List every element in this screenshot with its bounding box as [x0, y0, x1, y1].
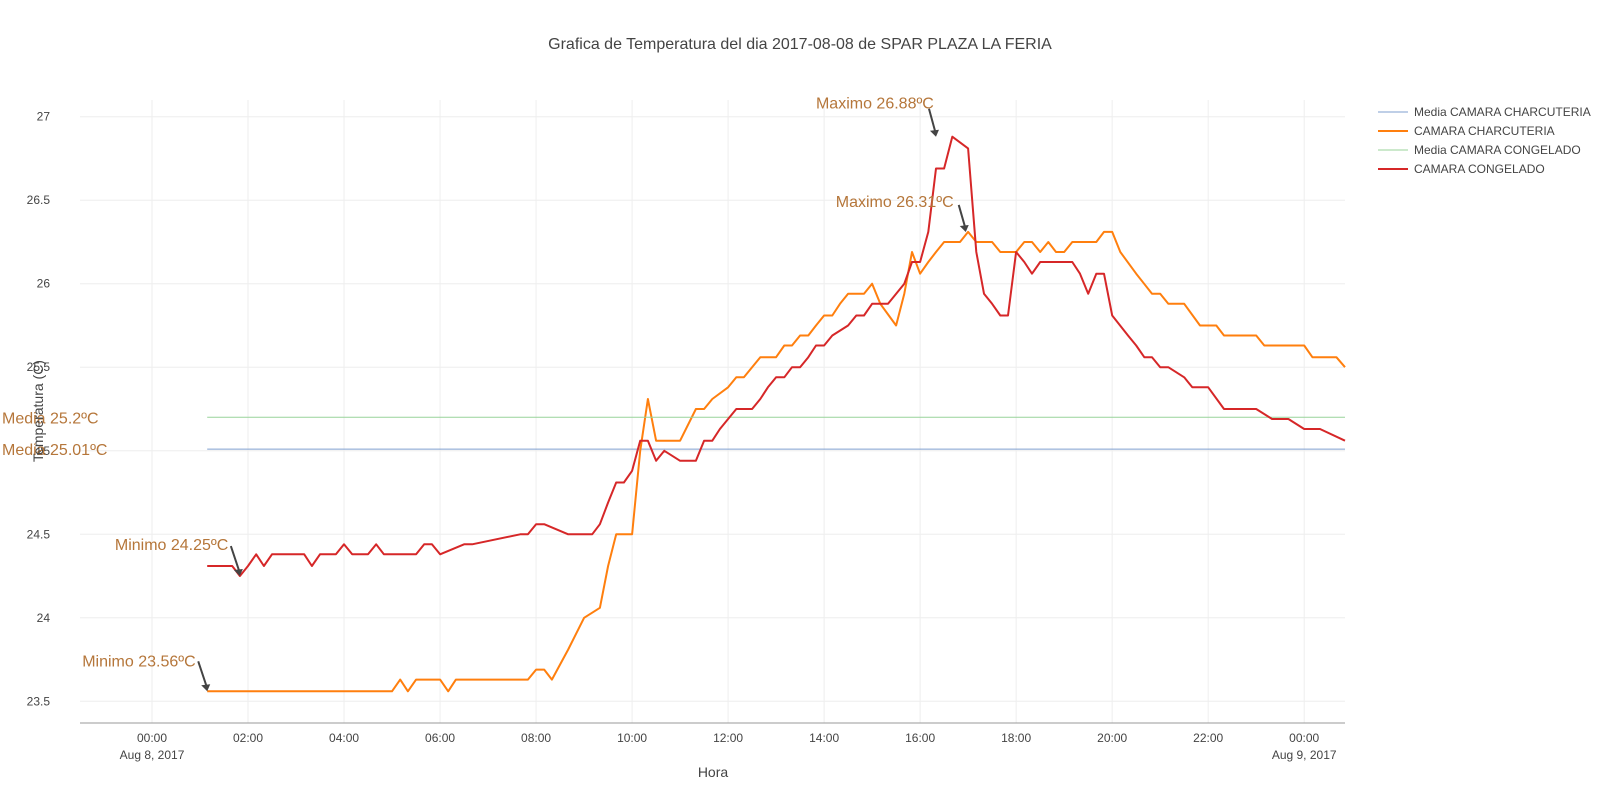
extreme-annotation: Minimo 24.25ºC — [115, 537, 228, 554]
annotation-arrow-head — [201, 684, 211, 692]
y-tick-label: 26 — [37, 277, 51, 291]
annotation-arrow-line — [197, 660, 208, 686]
x-tick-label: 02:00 — [233, 731, 263, 745]
mean-annotation: Media 25.2ºC — [2, 410, 99, 427]
series-line-2 — [207, 230, 1346, 693]
annotations: Maximo 26.88ºC Maximo 26.31ºC Minimo 24.25… — [2, 96, 969, 692]
annotation-arrow-line — [957, 204, 966, 227]
y-tick-label: 24 — [37, 611, 51, 625]
axes: 00:00 Aug 8, 2017 02:00 04:00 06:00 08:00 10:0… — [27, 110, 1345, 762]
y-tick-label: 23.5 — [27, 694, 51, 708]
legend-item-label: CAMARA CHARCUTERIA — [1414, 124, 1555, 138]
legend-item-label: Media CAMARA CONGELADO — [1414, 143, 1581, 157]
y-tick-label: 25 — [37, 444, 51, 458]
y-tick-label: 27 — [37, 110, 51, 124]
legend[interactable]: Media CAMARA CHARCUTERIA CAMARA CHARCUTER… — [1378, 105, 1591, 176]
annotation-arrow-head — [233, 569, 243, 577]
x-tick-label: 04:00 — [329, 731, 359, 745]
y-axis-title: Temperatura (C) — [30, 360, 46, 462]
x-tick-label: 12:00 — [713, 731, 743, 745]
x-axis-title: Hora — [698, 764, 729, 780]
x-tick-label: 06:00 — [425, 731, 455, 745]
annotation-arrow-line — [928, 108, 936, 132]
x-tick-sublabel: Aug 8, 2017 — [120, 748, 185, 762]
series-line-4 — [207, 135, 1346, 577]
annotation-arrow-head — [959, 224, 969, 232]
chart-title: Grafica de Temperatura del dia 2017-08-0… — [548, 36, 1052, 53]
grid-lines — [80, 100, 1345, 723]
y-tick-label: 24.5 — [27, 527, 51, 541]
y-tick-label: 26.5 — [27, 193, 51, 207]
x-tick-label: 18:00 — [1001, 731, 1031, 745]
y-tick-label: 25.5 — [27, 360, 51, 374]
x-tick-label: 20:00 — [1097, 731, 1127, 745]
legend-item-label: Media CAMARA CHARCUTERIA — [1414, 105, 1591, 119]
plot-area[interactable] — [207, 135, 1346, 693]
x-tick-label: 16:00 — [905, 731, 935, 745]
x-tick-label: 10:00 — [617, 731, 647, 745]
x-tick-label: 22:00 — [1193, 731, 1223, 745]
legend-item-label: CAMARA CONGELADO — [1414, 162, 1545, 176]
annotation-arrow-head — [929, 129, 939, 137]
x-tick-label: 08:00 — [521, 731, 551, 745]
x-tick-label: 00:00 — [137, 731, 167, 745]
x-tick-label: 14:00 — [809, 731, 839, 745]
x-tick-label: 00:00 — [1289, 731, 1319, 745]
extreme-annotation: Minimo 23.56ºC — [82, 653, 195, 670]
mean-annotation: Media 25.01ºC — [2, 442, 107, 459]
extreme-annotation: Maximo 26.31ºC — [836, 194, 954, 211]
annotation-arrow-line — [229, 545, 240, 571]
extreme-annotation: Maximo 26.88ºC — [816, 96, 934, 113]
x-tick-sublabel: Aug 9, 2017 — [1272, 748, 1337, 762]
